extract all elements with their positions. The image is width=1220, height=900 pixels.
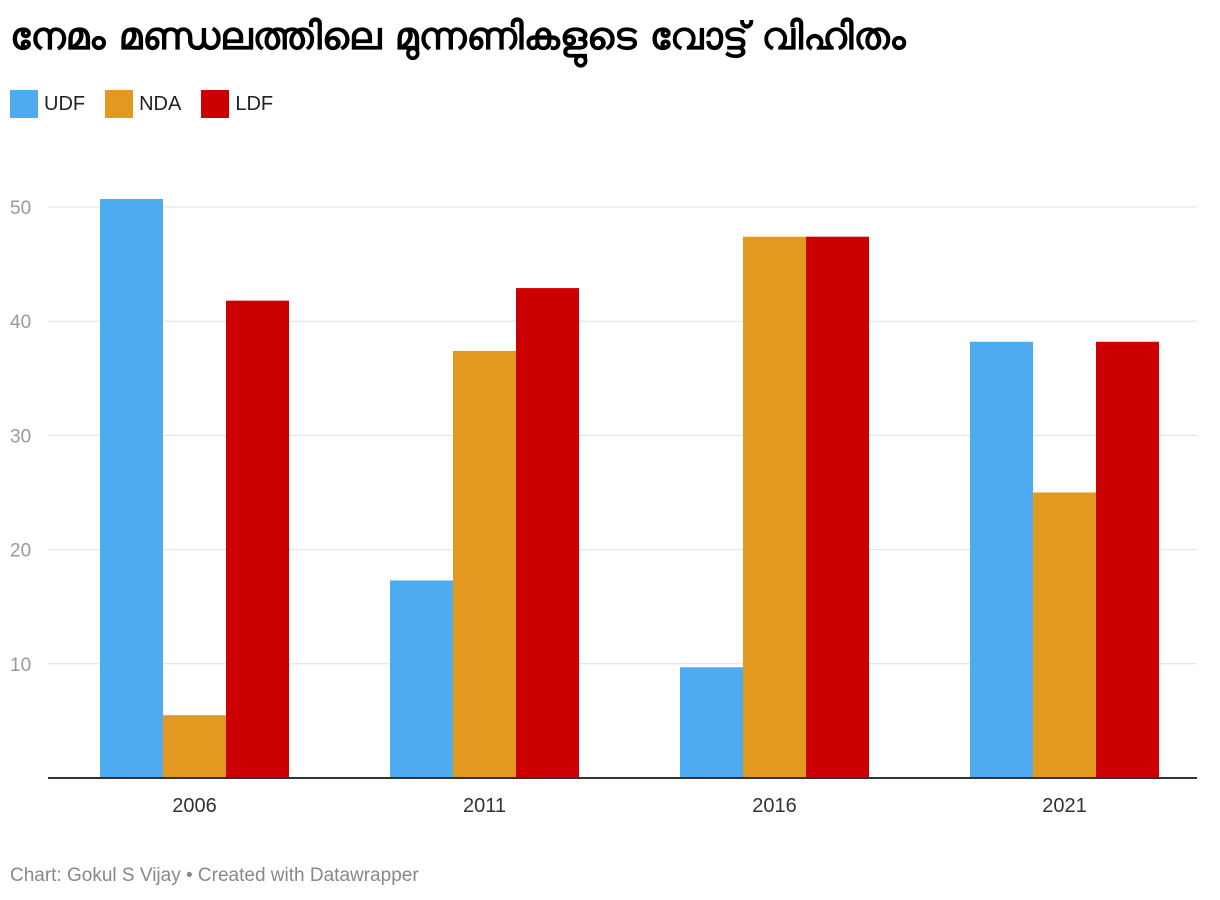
chart-title: നേമം മണ്ഡലത്തിലെ മുന്നണികളുടെ വോട്ട് വിഹ… xyxy=(10,14,906,58)
legend-swatch xyxy=(201,90,230,118)
bar-ldf-2006 xyxy=(226,300,289,778)
x-tick-label: 2011 xyxy=(463,795,506,817)
bar-udf-2016 xyxy=(680,667,743,778)
y-tick-label: 30 xyxy=(10,426,31,447)
bar-ldf-2016 xyxy=(806,236,869,778)
legend-item-ldf: LDF xyxy=(201,90,273,118)
legend-label: UDF xyxy=(44,92,86,115)
bar-nda-2016 xyxy=(743,236,806,778)
legend-item-udf: UDF xyxy=(10,90,85,118)
x-tick-label: 2006 xyxy=(172,795,217,817)
bar-nda-2006 xyxy=(163,715,226,778)
x-tick-label: 2016 xyxy=(752,795,797,817)
bar-nda-2021 xyxy=(1033,492,1096,778)
bar-nda-2011 xyxy=(453,350,516,778)
legend: UDF NDA LDF xyxy=(10,90,273,118)
y-tick-label: 20 xyxy=(10,541,31,562)
bar-ldf-2011 xyxy=(516,288,579,778)
legend-label: LDF xyxy=(235,92,274,115)
bar-udf-2006 xyxy=(100,199,163,779)
chart-credit: Chart: Gokul S Vijay • Created with Data… xyxy=(10,865,419,886)
y-tick-label: 10 xyxy=(10,655,31,676)
y-tick-label: 40 xyxy=(10,312,31,333)
legend-swatch xyxy=(10,90,38,118)
x-tick-label: 2021 xyxy=(1042,795,1087,817)
bar-udf-2011 xyxy=(390,580,453,778)
legend-swatch xyxy=(105,90,134,118)
bar-ldf-2021 xyxy=(1096,341,1159,778)
y-tick-label: 50 xyxy=(10,198,31,219)
legend-item-nda: NDA xyxy=(105,90,181,118)
legend-label: NDA xyxy=(139,92,182,115)
bar-udf-2021 xyxy=(970,341,1033,778)
